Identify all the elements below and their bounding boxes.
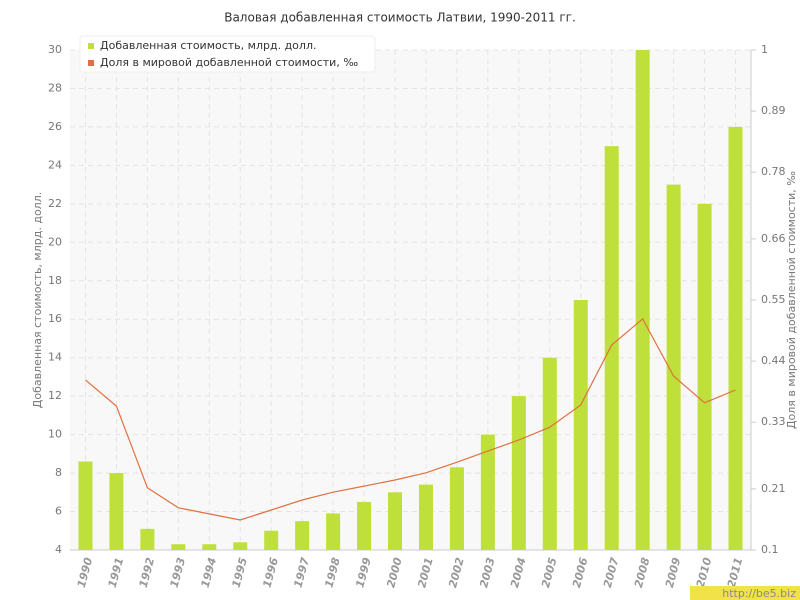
bar	[573, 300, 588, 550]
x-tick-label: 2003	[477, 556, 498, 589]
x-tick-label: 2011	[725, 556, 745, 589]
legend-label: Доля в мировой добавленной стоимости, ‰	[100, 56, 358, 69]
x-tick-label: 1992	[137, 556, 158, 589]
bar	[449, 467, 464, 550]
y-tick-label: 10	[48, 428, 62, 441]
line	[85, 317, 736, 521]
chart-title: Валовая добавленная стоимость Латвии, 19…	[224, 11, 576, 25]
bar	[171, 544, 186, 550]
bar	[388, 492, 403, 550]
bar	[511, 396, 526, 550]
x-tick-label: 1997	[291, 556, 312, 589]
bar	[233, 542, 248, 550]
x-tick-label: 2009	[663, 556, 684, 589]
x-tick-label: 1998	[322, 556, 343, 589]
bar	[264, 530, 279, 550]
y-tick-label: 12	[48, 389, 62, 402]
watermark: http://be5.biz	[722, 587, 796, 600]
x-tick-label: 2000	[384, 556, 405, 589]
bar	[480, 434, 495, 550]
bar	[635, 50, 650, 550]
y2-tick-label: 0.78	[761, 165, 786, 178]
y2-tick-label: 0.33	[761, 415, 786, 428]
x-tick-label: 1994	[199, 556, 219, 589]
x-tick-label: 1999	[353, 556, 374, 589]
bar	[418, 484, 433, 550]
x-tick-label: 1996	[261, 556, 282, 589]
y2-axis-label: Доля в мировой добавленной стоимости, ‰	[785, 171, 798, 429]
y2-tick-label: 0.89	[761, 104, 786, 117]
watermark-bg	[690, 586, 800, 600]
y-tick-label: 22	[48, 197, 62, 210]
bar	[78, 461, 93, 550]
y-tick-label: 24	[48, 158, 62, 171]
x-tick-label: 2004	[508, 556, 528, 589]
y2-tick-label: 1	[761, 43, 768, 56]
legend-swatch	[88, 60, 94, 66]
y-tick-label: 30	[48, 43, 62, 56]
bar	[202, 544, 217, 550]
bar	[295, 521, 310, 550]
bar	[728, 126, 743, 550]
y-tick-label: 28	[48, 81, 62, 94]
y-axis-label: Добавленная стоимость, млрд. долл.	[31, 192, 44, 408]
y-tick-label: 18	[48, 274, 62, 287]
y2-tick-label: 0.1	[761, 543, 779, 556]
x-tick-label: 1991	[106, 556, 126, 589]
y2-tick-label: 0.66	[761, 232, 786, 245]
bar	[326, 513, 341, 550]
bar	[604, 146, 619, 550]
legend-box	[79, 35, 376, 73]
legend-swatch	[88, 43, 94, 49]
bar	[140, 528, 155, 550]
bar	[357, 501, 372, 550]
bar	[542, 357, 557, 550]
y-tick-label: 4	[55, 543, 62, 556]
x-tick-label: 1990	[75, 556, 96, 589]
y2-tick-label: 0.44	[761, 354, 786, 367]
y-tick-label: 16	[48, 312, 62, 325]
y-tick-label: 14	[48, 351, 62, 364]
y-tick-label: 26	[48, 120, 62, 133]
x-tick-label: 2001	[415, 556, 435, 589]
y-tick-label: 20	[48, 235, 62, 248]
bar	[109, 473, 124, 550]
bar	[697, 203, 712, 550]
x-tick-label: 2010	[694, 556, 715, 589]
x-tick-label: 2006	[570, 556, 591, 589]
bar	[666, 184, 681, 550]
x-tick-label: 2008	[632, 556, 653, 589]
x-tick-label: 1993	[168, 556, 189, 589]
legend-label: Добавленная стоимость, млрд. долл.	[100, 39, 316, 52]
x-tick-label: 2002	[446, 556, 467, 589]
x-tick-label: 2005	[539, 556, 560, 589]
y2-tick-label: 0.21	[761, 482, 786, 495]
x-tick-label: 2007	[601, 556, 622, 589]
y2-tick-label: 0.55	[761, 293, 786, 306]
x-tick-label: 1995	[230, 556, 251, 589]
y-tick-label: 6	[55, 505, 62, 518]
y-tick-label: 8	[55, 466, 62, 479]
